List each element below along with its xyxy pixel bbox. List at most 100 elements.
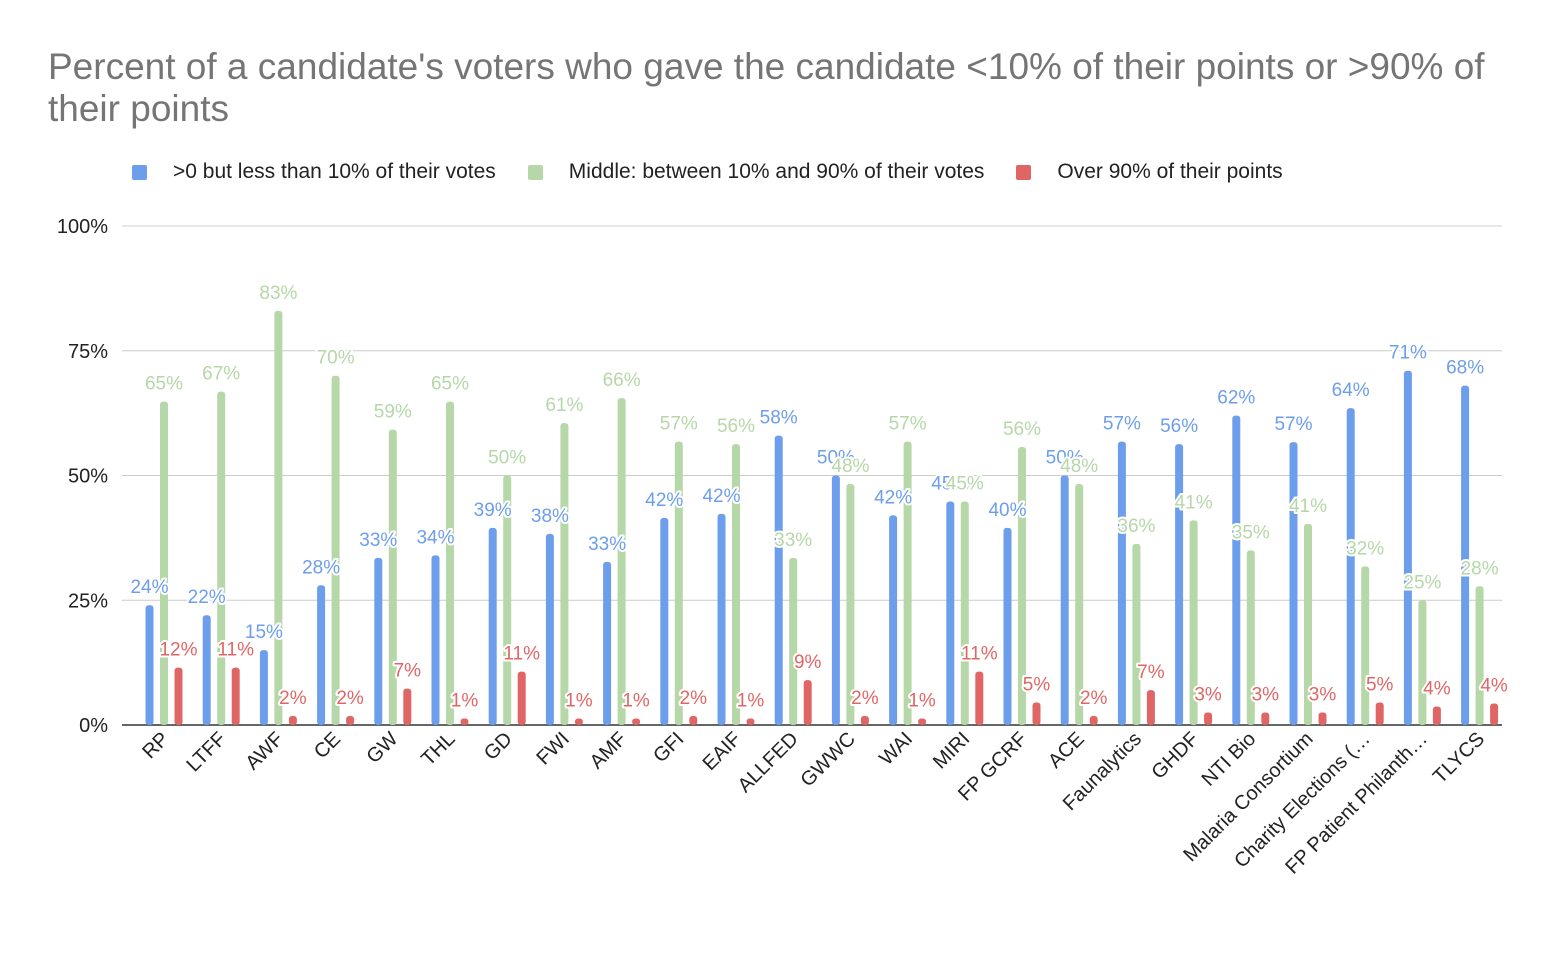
data-labels: 24%65%12%22%67%11%15%83%2%28%70%2%33%59%… <box>128 281 1509 714</box>
bar-middle[interactable] <box>846 483 855 725</box>
bar-low[interactable] <box>1403 370 1412 725</box>
bar-low[interactable] <box>1117 441 1126 725</box>
category-label: RP <box>138 728 173 763</box>
bar-low[interactable] <box>259 650 268 725</box>
bar-middle[interactable] <box>1361 566 1370 725</box>
bar-high[interactable] <box>346 716 355 725</box>
bar-low[interactable] <box>488 527 497 725</box>
bar-middle[interactable] <box>1018 447 1026 725</box>
bar-middle[interactable] <box>1132 543 1141 725</box>
bar-low[interactable] <box>374 557 383 725</box>
bar-high[interactable] <box>460 718 469 725</box>
bar-middle[interactable] <box>1304 523 1312 725</box>
bar-high[interactable] <box>1032 702 1041 725</box>
bar-middle[interactable] <box>1475 586 1484 725</box>
bar-low[interactable] <box>603 561 612 725</box>
bar-high[interactable] <box>1146 690 1155 725</box>
bar-low[interactable] <box>1060 475 1069 726</box>
data-label-middle: 66% <box>603 370 641 391</box>
bar-high[interactable] <box>517 671 526 725</box>
bar-high[interactable] <box>746 718 755 725</box>
bar-high[interactable] <box>632 718 641 725</box>
legend-item-high[interactable]: Over 90% of their points <box>1016 160 1283 184</box>
bar-middle[interactable] <box>446 401 454 725</box>
data-label-high: 2% <box>1080 688 1108 709</box>
bar-middle[interactable] <box>331 375 340 725</box>
data-label-middle: 59% <box>374 402 412 423</box>
bar-high[interactable] <box>174 667 183 725</box>
bar-high[interactable] <box>1089 716 1098 725</box>
bar-low[interactable] <box>831 475 840 726</box>
data-label-middle: 41% <box>1289 496 1327 517</box>
bar-low[interactable] <box>202 615 211 725</box>
bar-high[interactable] <box>689 716 698 725</box>
bar-high[interactable] <box>1375 702 1384 725</box>
bar-middle[interactable] <box>1075 483 1084 725</box>
legend-item-middle[interactable]: Middle: between 10% and 90% of their vot… <box>527 160 984 184</box>
bar-high[interactable] <box>1432 706 1441 725</box>
bar-middle[interactable] <box>160 401 168 725</box>
bar-low[interactable] <box>660 517 669 725</box>
bar-middle[interactable] <box>1189 520 1198 725</box>
bar-low[interactable] <box>717 513 726 725</box>
bar-middle[interactable] <box>503 475 512 726</box>
bar-middle[interactable] <box>732 444 740 725</box>
bar-low[interactable] <box>946 501 955 725</box>
x-axis-categories: RP LTFF AWF CE GW THL GD FWI AMF GFI EAIFALLFEDGWW… <box>138 728 1489 879</box>
bar-low[interactable] <box>317 585 326 725</box>
bar-low[interactable] <box>431 555 440 725</box>
data-label-middle: 57% <box>889 414 927 435</box>
data-label-high: 2% <box>680 688 708 709</box>
bar-middle[interactable] <box>903 441 912 725</box>
data-label-low: 42% <box>702 486 740 507</box>
bar-low[interactable] <box>545 533 554 725</box>
bar-middle[interactable] <box>274 310 283 725</box>
data-label-middle: 36% <box>1117 516 1155 537</box>
bar-low[interactable] <box>1289 442 1298 725</box>
bar-high[interactable] <box>975 671 984 725</box>
legend-item-low[interactable]: >0 but less than 10% of their votes <box>132 160 496 184</box>
bar-middle[interactable] <box>617 398 626 725</box>
bar-high[interactable] <box>231 667 240 725</box>
bar-high[interactable] <box>803 680 812 725</box>
y-axis-ticks: 0% 25% 50% 75% 100% <box>57 216 108 737</box>
bar-low[interactable] <box>1175 444 1184 725</box>
bar-low[interactable] <box>889 515 898 725</box>
bar-high[interactable] <box>918 718 927 725</box>
bar-high[interactable] <box>1318 712 1327 725</box>
bar-high[interactable] <box>574 718 583 725</box>
bar-high[interactable] <box>1490 703 1499 725</box>
bar-middle[interactable] <box>789 557 798 725</box>
data-label-middle: 50% <box>488 448 526 469</box>
data-label-high: 2% <box>336 688 364 709</box>
data-label-low: 57% <box>1274 414 1312 435</box>
bar-high[interactable] <box>1204 712 1213 725</box>
bar-low[interactable] <box>774 435 783 725</box>
bar-middle[interactable] <box>388 429 397 725</box>
bar-low[interactable] <box>1003 527 1012 725</box>
bar-middle[interactable] <box>217 391 226 725</box>
bar-middle[interactable] <box>560 423 569 725</box>
y-tick-label: 50% <box>68 466 108 488</box>
bar-low[interactable] <box>1232 415 1241 725</box>
bar-middle[interactable] <box>674 441 683 725</box>
data-label-low: 57% <box>1103 414 1141 435</box>
bar-high[interactable] <box>288 716 297 725</box>
bar-low[interactable] <box>1346 408 1355 725</box>
gridlines <box>122 225 1502 726</box>
data-label-middle: 61% <box>545 395 583 416</box>
data-label-middle: 28% <box>1461 558 1499 579</box>
data-label-low: 56% <box>1160 416 1198 437</box>
bar-low[interactable] <box>1461 385 1470 725</box>
data-label-middle: 45% <box>946 473 984 494</box>
bar-middle[interactable] <box>1418 600 1427 725</box>
bars <box>145 310 1499 726</box>
data-label-high: 1% <box>622 691 650 712</box>
bar-middle[interactable] <box>960 501 969 725</box>
bar-high[interactable] <box>1261 712 1270 725</box>
bar-middle[interactable] <box>1246 550 1255 725</box>
bar-low[interactable] <box>145 605 154 725</box>
data-label-low: 39% <box>474 500 512 521</box>
bar-high[interactable] <box>860 716 869 725</box>
bar-high[interactable] <box>403 688 412 725</box>
